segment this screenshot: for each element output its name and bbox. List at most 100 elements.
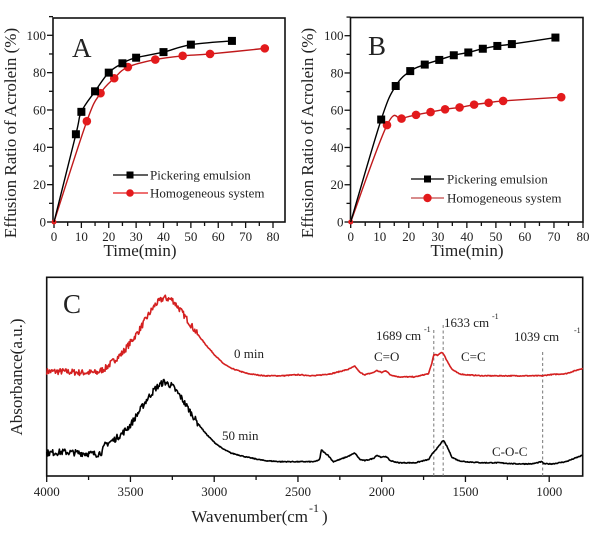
data-point-homogeneous (469, 100, 479, 109)
y-tick-label: 20 (33, 177, 46, 192)
panel-c-letter: C (63, 289, 81, 319)
legend-a-marker-square (126, 171, 134, 179)
panel-c-ylabel: Absorbance(a.u.) (7, 318, 26, 435)
panel-c-series (45, 294, 584, 466)
data-point-homogeneous (82, 116, 92, 126)
data-point-pickering (118, 59, 127, 68)
data-point-pickering (227, 36, 236, 45)
x-tick-label: 80 (267, 229, 280, 244)
panel-b-letter: B (368, 31, 386, 61)
panel-a-frame (52, 17, 286, 223)
data-point-homogeneous (150, 55, 160, 64)
panel-b-series (348, 33, 566, 225)
data-point-homogeneous (498, 96, 508, 106)
panel-c-xlabel: Wavenumber(cm (191, 507, 308, 526)
data-point-pickering (493, 41, 502, 50)
data-point-homogeneous (426, 107, 435, 117)
x-tick-label: 2000 (369, 484, 395, 499)
panel-c-xlabel-close: ) (322, 507, 328, 526)
panel-b: 0 10 20 30 40 50 60 70 80 0 20 40 60 80 100 B Time(min… (298, 16, 590, 260)
data-point-pickering (77, 107, 86, 116)
data-point-pickering (186, 40, 195, 49)
annotation-c-c-double: C=C (461, 349, 486, 364)
data-point-homogeneous (440, 104, 450, 114)
panel-b-ylabel: Effusion Ratio of Acrolein (%) (298, 28, 317, 238)
panel-a-series (51, 36, 270, 225)
data-point-pickering (449, 51, 458, 60)
legend-a-marker-circle (126, 189, 134, 197)
panel-a-legend: Pickering emulsion Homogeneous system (113, 168, 264, 201)
spectrum-0-min (45, 294, 584, 379)
legend-b-marker-square (424, 175, 431, 183)
data-point-pickering (507, 40, 516, 49)
annotation-1689: 1689 cm (376, 328, 421, 343)
x-tick-label: 50 (184, 229, 197, 244)
data-point-pickering (104, 68, 113, 77)
data-point-homogeneous (397, 114, 406, 123)
data-point-homogeneous (484, 98, 493, 108)
spectrum-50-min (45, 378, 584, 466)
panel-a-ylabel: Effusion Ratio of Acrolein (%) (1, 28, 20, 238)
data-point-pickering (478, 44, 487, 53)
x-tick-label: 1000 (536, 484, 562, 499)
data-point-pickering (420, 60, 429, 69)
y-tick-label: 60 (33, 102, 46, 117)
x-tick-label: 20 (102, 229, 115, 244)
y-tick-label: 20 (331, 177, 344, 192)
y-tick-label: 80 (331, 65, 344, 80)
y-tick-label: 100 (27, 28, 47, 43)
annotation-1039-sup: -1 (574, 326, 581, 335)
x-tick-label: 30 (431, 229, 444, 244)
x-tick-label: 70 (547, 229, 560, 244)
x-tick-label: 3000 (201, 484, 227, 499)
annotation-c-o-double: C=O (374, 349, 399, 364)
panel-c-xlabel-main: Wavenumber(cm (191, 507, 308, 526)
legend-b-label-pickering: Pickering emulsion (447, 172, 548, 187)
data-point-pickering (159, 48, 168, 57)
data-point-pickering (132, 53, 141, 62)
annotation-1633: 1633 cm (444, 315, 489, 330)
y-tick-label: 80 (33, 65, 46, 80)
x-tick-label: 0 (51, 229, 58, 244)
y-tick-label: 40 (33, 140, 46, 155)
x-tick-label: 40 (460, 229, 473, 244)
annotation-0min: 0 min (234, 346, 264, 361)
data-point-homogeneous (205, 49, 215, 59)
data-point-pickering (406, 67, 415, 76)
panel-b-ticks: 0 10 20 30 40 50 60 70 80 0 20 40 60 80 100 (324, 16, 590, 244)
data-point-pickering (435, 55, 444, 64)
data-point-homogeneous (455, 103, 464, 112)
panel-a-xlabel: Time(min) (103, 241, 176, 260)
panel-b-legend: Pickering emulsion Homogeneous system (411, 172, 561, 206)
series-line-pickering-emulsion (53, 40, 233, 223)
panel-c-frame (45, 276, 584, 477)
panel-a-letter: A (72, 33, 92, 63)
legend-a-label-homogeneous: Homogeneous system (150, 186, 264, 201)
data-point-homogeneous (260, 44, 270, 53)
y-tick-label: 40 (331, 140, 344, 155)
y-tick-label: 0 (337, 215, 344, 230)
panel-c-ticks: 4000 3500 3000 2500 2000 1500 1000 (34, 476, 562, 499)
panel-a: 0 10 20 30 40 50 60 70 80 0 20 40 60 80 100 A Time(min… (1, 15, 286, 260)
x-tick-label: 40 (157, 229, 170, 244)
legend-b-label-homogeneous: Homogeneous system (447, 191, 561, 206)
x-tick-label: 3500 (117, 484, 143, 499)
annotation-50min: 50 min (222, 428, 259, 443)
data-point-pickering (464, 48, 473, 57)
panel-b-xlabel: Time(min) (430, 241, 503, 260)
legend-a-label-pickering: Pickering emulsion (150, 168, 251, 183)
annotation-c-o-c: C-O-C (492, 444, 527, 459)
x-tick-label: 10 (373, 229, 386, 244)
annotation-1689-sup: -1 (424, 325, 431, 334)
data-point-homogeneous (178, 51, 187, 61)
data-point-pickering (551, 33, 560, 42)
y-tick-label: 100 (324, 28, 344, 43)
x-tick-label: 60 (212, 229, 225, 244)
panel-c-xlabel-sup: -1 (309, 501, 319, 515)
x-tick-label: 0 (347, 229, 354, 244)
data-point-pickering (71, 130, 80, 139)
data-point-homogeneous (556, 92, 566, 102)
x-tick-label: 60 (518, 229, 531, 244)
annotation-1633-sup: -1 (492, 312, 499, 321)
